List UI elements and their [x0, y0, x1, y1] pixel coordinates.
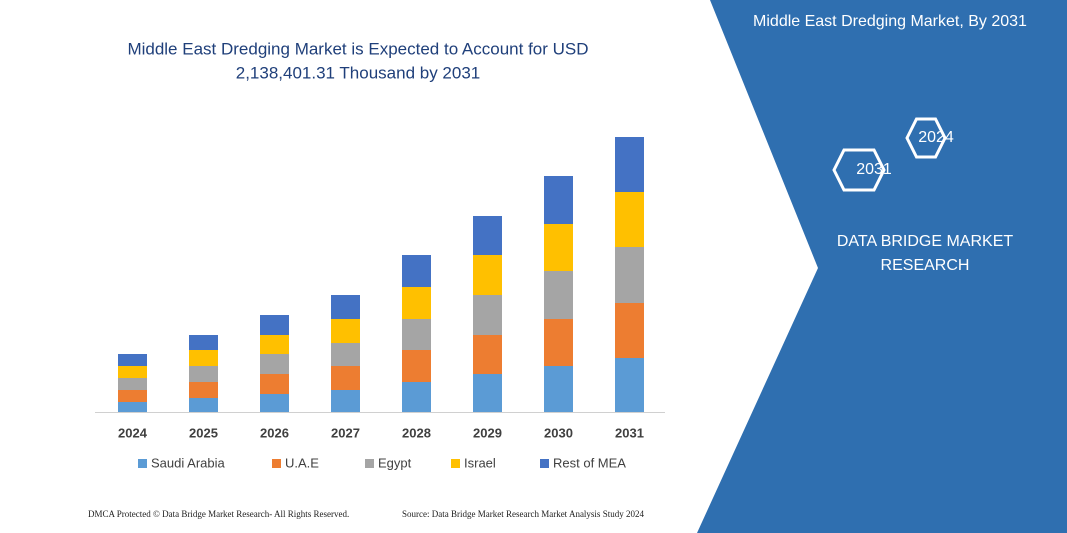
x-tick-label: 2025 — [189, 425, 218, 440]
bar-segment — [189, 366, 218, 382]
legend-label: U.A.E — [285, 455, 319, 470]
footer-right: Source: Data Bridge Market Research Mark… — [402, 509, 644, 519]
bar-segment — [615, 137, 644, 192]
legend-swatch — [365, 459, 374, 468]
bar-segment — [473, 255, 502, 295]
bar-segment — [331, 366, 360, 390]
x-tick-label: 2027 — [331, 425, 360, 440]
bar-segment — [544, 224, 573, 271]
x-tick-label: 2031 — [615, 425, 644, 440]
bar-segment — [473, 335, 502, 374]
bar-segment — [402, 350, 431, 382]
bar-segment — [260, 394, 289, 412]
bar-segment — [615, 192, 644, 247]
bar-segment — [402, 319, 431, 350]
bar-segment — [615, 358, 644, 412]
bar-segment — [473, 216, 502, 255]
legend-swatch — [540, 459, 549, 468]
legend-swatch — [272, 459, 281, 468]
bar-segment — [118, 378, 147, 390]
side-panel-bg — [697, 0, 1067, 533]
x-tick-label: 2029 — [473, 425, 502, 440]
bar-segment — [260, 315, 289, 335]
bar-segment — [615, 303, 644, 358]
chart-title: Middle East Dredging Market is Expected … — [127, 39, 588, 58]
bar-segment — [189, 335, 218, 350]
side-panel-title: Middle East Dredging Market, By 2031 — [753, 13, 1027, 30]
bar-segment — [544, 319, 573, 366]
brand-line: RESEARCH — [881, 257, 970, 274]
badge-hexagon — [832, 148, 886, 192]
legend-label: Egypt — [378, 455, 412, 470]
badge-label: 2031 — [856, 161, 892, 178]
bar-segment — [473, 374, 502, 412]
bar-segment — [118, 366, 147, 378]
bar-segment — [331, 295, 360, 319]
bar-segment — [189, 398, 218, 412]
legend-label: Israel — [464, 455, 496, 470]
bar-segment — [260, 335, 289, 354]
badge-hexagon — [905, 117, 947, 159]
bar-segment — [189, 350, 218, 366]
x-tick-label: 2030 — [544, 425, 573, 440]
bar-segment — [615, 247, 644, 303]
bar-segment — [402, 287, 431, 319]
bar-segment — [260, 374, 289, 394]
brand-line: DATA BRIDGE MARKET — [837, 233, 1014, 250]
bar-segment — [118, 390, 147, 402]
bar-segment — [402, 255, 431, 287]
bar-segment — [260, 354, 289, 374]
bar-segment — [331, 319, 360, 343]
bar-segment — [544, 176, 573, 224]
bar-segment — [118, 354, 147, 366]
legend-label: Saudi Arabia — [151, 455, 225, 470]
bar-segment — [544, 271, 573, 319]
bar-segment — [331, 343, 360, 366]
footer-left: DMCA Protected © Data Bridge Market Rese… — [88, 509, 349, 519]
bar-segment — [331, 390, 360, 412]
x-tick-label: 2028 — [402, 425, 431, 440]
x-tick-label: 2026 — [260, 425, 289, 440]
chart-title: 2,138,401.31 Thousand by 2031 — [236, 63, 481, 82]
badge-label: 2024 — [918, 129, 954, 146]
legend-swatch — [451, 459, 460, 468]
legend-label: Rest of MEA — [553, 455, 626, 470]
bar-segment — [544, 366, 573, 412]
bar-segment — [473, 295, 502, 335]
bar-segment — [189, 382, 218, 398]
bar-segment — [402, 382, 431, 412]
bar-segment — [118, 402, 147, 412]
legend-swatch — [138, 459, 147, 468]
x-tick-label: 2024 — [118, 425, 148, 440]
